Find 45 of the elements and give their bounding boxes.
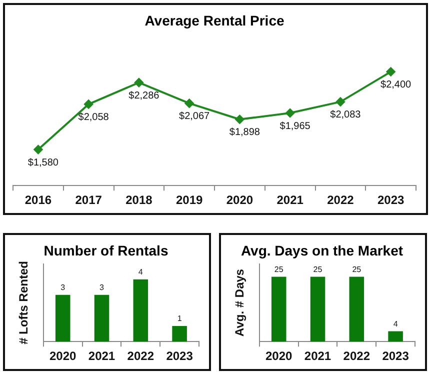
x-tick-label: 2020	[226, 193, 254, 208]
data-label: 4	[393, 319, 398, 328]
x-tick-label: 2021	[304, 349, 332, 364]
x-tick-label: 2021	[88, 349, 116, 364]
y-axis-title: # Lofts Rented	[16, 261, 31, 344]
point	[286, 108, 295, 118]
data-label: 1	[177, 314, 182, 324]
x-tick-label: 2022	[327, 193, 354, 208]
data-label: $2,067	[179, 111, 210, 122]
chart-title: Number of Rentals	[44, 242, 168, 258]
point	[386, 67, 396, 76]
data-label: 25	[313, 264, 323, 274]
data-label: $1,898	[229, 127, 260, 138]
data-label: $2,058	[78, 112, 110, 123]
x-tick-label: 2022	[343, 349, 370, 364]
point	[184, 98, 194, 108]
data-label: $1,580	[28, 157, 59, 168]
y-axis-title: Avg. # Days	[232, 268, 247, 336]
data-label: 3	[60, 283, 66, 292]
data-label: $2,400	[380, 80, 412, 90]
chart-title: Avg. Days on the Market	[240, 242, 404, 258]
x-tick-label: 2019	[176, 193, 203, 208]
x-tick-label: 2020	[50, 349, 77, 364]
x-tick-label: 2023	[377, 193, 404, 208]
x-tick-label: 2016	[24, 193, 52, 208]
x-tick-label: 2021	[276, 193, 304, 208]
x-tick-label: 2023	[166, 349, 194, 364]
data-label: 3	[100, 283, 105, 292]
data-label: $2,286	[128, 90, 160, 102]
x-tick-label: 2017	[75, 193, 102, 208]
x-tick-label: 2022	[127, 349, 154, 364]
data-label: $1,965	[280, 120, 311, 132]
x-tick-label: 2020	[266, 349, 293, 364]
point	[34, 145, 43, 154]
point	[84, 100, 94, 109]
point	[134, 78, 144, 88]
data-label: 4	[138, 268, 144, 277]
point	[336, 97, 345, 106]
data-label: 25	[274, 264, 284, 274]
x-tick-label: 2023	[382, 349, 410, 364]
x-tick-label: 2018	[126, 193, 153, 208]
point	[235, 114, 244, 124]
chart-title: Average Rental Price	[144, 12, 284, 28]
data-label: $2,083	[330, 110, 362, 121]
data-label: 25	[352, 264, 362, 274]
